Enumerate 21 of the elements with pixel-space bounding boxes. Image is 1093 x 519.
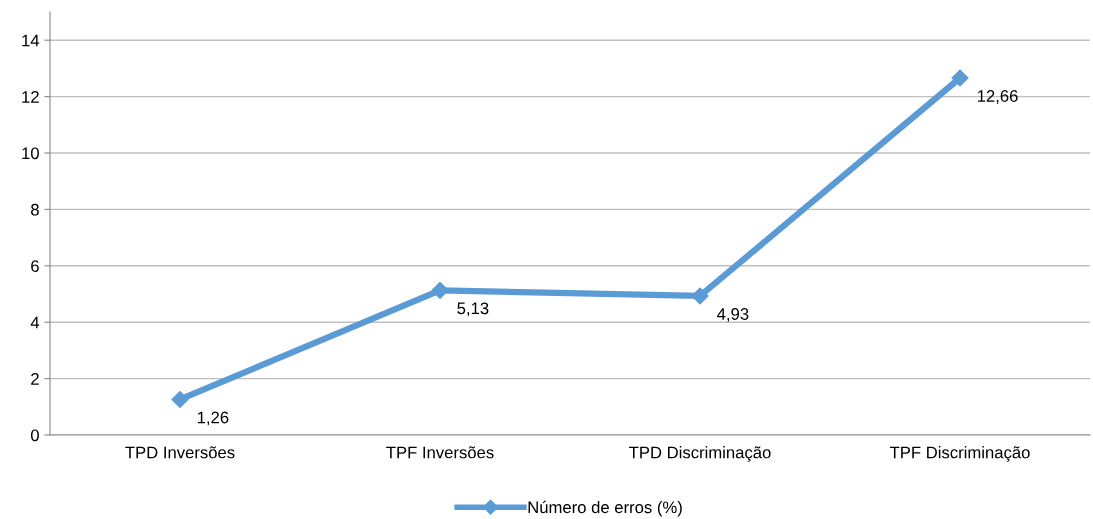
data-label: 12,66 [977,90,1018,104]
data-label: 1,26 [197,411,229,426]
x-tick-label: TPD Inversões [125,446,235,459]
point [951,69,969,87]
legend-label: Número de erros (%) [528,500,682,517]
y-tick-label: 6 [31,260,39,272]
data-label: 5,13 [457,302,489,317]
y-tick-label: 0 [30,429,39,442]
point [171,390,189,409]
y-tick-label: 12 [22,91,39,103]
x-tick-label: TPF Inversões [386,446,494,459]
point [691,287,709,305]
y-tick-label: 8 [31,203,39,216]
x-tick-label: TPF Discriminação [890,446,1030,462]
x-tick-label: TPD Discriminação [629,446,771,462]
y-tick-label: 2 [31,373,39,385]
y-tick-label: 10 [22,147,39,160]
data-label: 4,93 [717,308,749,322]
y-tick-label: 4 [30,316,40,329]
y-tick-label: 14 [22,34,40,47]
point [431,281,449,299]
